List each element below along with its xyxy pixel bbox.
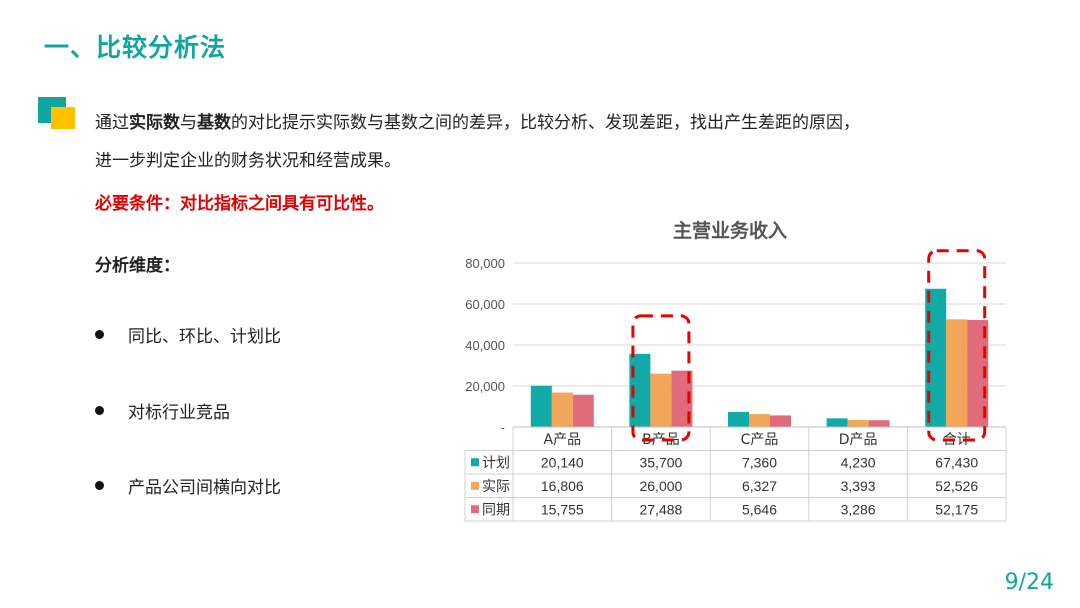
bar-计划 (629, 353, 651, 427)
table-cell: 52,526 (935, 478, 978, 494)
category-label: D产品 (839, 432, 878, 448)
bullet-item: 产品公司间横向对比 (95, 473, 281, 498)
category-label: A产品 (544, 432, 582, 448)
table-cell: 5,646 (742, 502, 777, 518)
bar-实际 (847, 420, 869, 427)
intro-paragraph: 通过实际数与基数的对比提示实际数与基数之间的差异，比较分析、发现差距，找出产生差… (95, 113, 860, 171)
bullet-dot-icon (95, 406, 104, 415)
legend-swatch-实际 (471, 481, 479, 490)
bar-计划 (530, 385, 552, 427)
bar-实际 (650, 373, 672, 427)
table-cell: 67,430 (935, 455, 978, 471)
chart-title: 主营业务收入 (672, 220, 787, 242)
table-cell: 7,360 (742, 455, 777, 471)
legend-label: 计划 (482, 456, 510, 472)
bar-实际 (946, 319, 968, 427)
bullet-dot-icon (95, 481, 104, 490)
dimensions-label: 分析维度： (95, 256, 180, 276)
bullet-item: 对标行业竞品 (95, 398, 230, 423)
table-cell: 4,230 (841, 455, 876, 471)
highlight-box (927, 249, 987, 442)
bar-同期 (671, 370, 693, 427)
y-tick-label: 80,000 (465, 256, 505, 271)
table-cell: 27,488 (639, 502, 682, 518)
bar-实际 (749, 414, 770, 427)
legend-swatch-同期 (471, 505, 479, 514)
bullet-item: 同比、环比、计划比 (95, 322, 281, 347)
bar-计划 (728, 411, 749, 427)
table-cell: 16,806 (541, 478, 584, 494)
y-tick-label: - (501, 420, 505, 435)
table-cell: 52,175 (935, 502, 978, 518)
category-label: 合计 (943, 432, 971, 448)
table-cell: 26,000 (639, 478, 682, 494)
legend-label: 同期 (482, 503, 510, 519)
bar-计划 (826, 418, 848, 427)
category-label: B产品 (642, 432, 680, 448)
legend-label: 实际 (482, 479, 510, 495)
bar-同期 (770, 415, 791, 427)
emphasis-base: 基数 (197, 113, 231, 133)
revenue-bar-chart: 80,000 60,000 40,000 20,000 - A产品 B产品 C产品 D产品 合计计… (464, 249, 1007, 522)
table-cell: 3,286 (841, 502, 876, 518)
bar-实际 (551, 392, 573, 427)
table-cell: 20,140 (541, 455, 584, 471)
slide-title: 一、比较分析法 (44, 33, 227, 62)
category-label: C产品 (741, 432, 779, 448)
bar-同期 (967, 320, 989, 427)
table-cell: 6,327 (742, 478, 777, 494)
bullet-dot-icon (95, 330, 104, 339)
table-cell: 3,393 (841, 478, 876, 494)
y-tick-label: 40,000 (465, 338, 505, 353)
bar-同期 (572, 394, 594, 427)
table-cell: 35,700 (639, 455, 682, 471)
emphasis-actual: 实际数 (129, 113, 180, 133)
bar-计划 (925, 288, 947, 427)
table-cell: 15,755 (541, 502, 584, 518)
bar-同期 (868, 420, 890, 427)
requirement-text: 必要条件：对比指标之间具有可比性。 (95, 194, 384, 214)
page-number: 9/24 (1004, 570, 1054, 595)
highlight-box (631, 314, 691, 442)
decorative-squares-icon (38, 97, 78, 133)
y-tick-label: 60,000 (465, 297, 505, 312)
legend-swatch-计划 (471, 458, 479, 467)
y-tick-label: 20,000 (465, 379, 505, 394)
